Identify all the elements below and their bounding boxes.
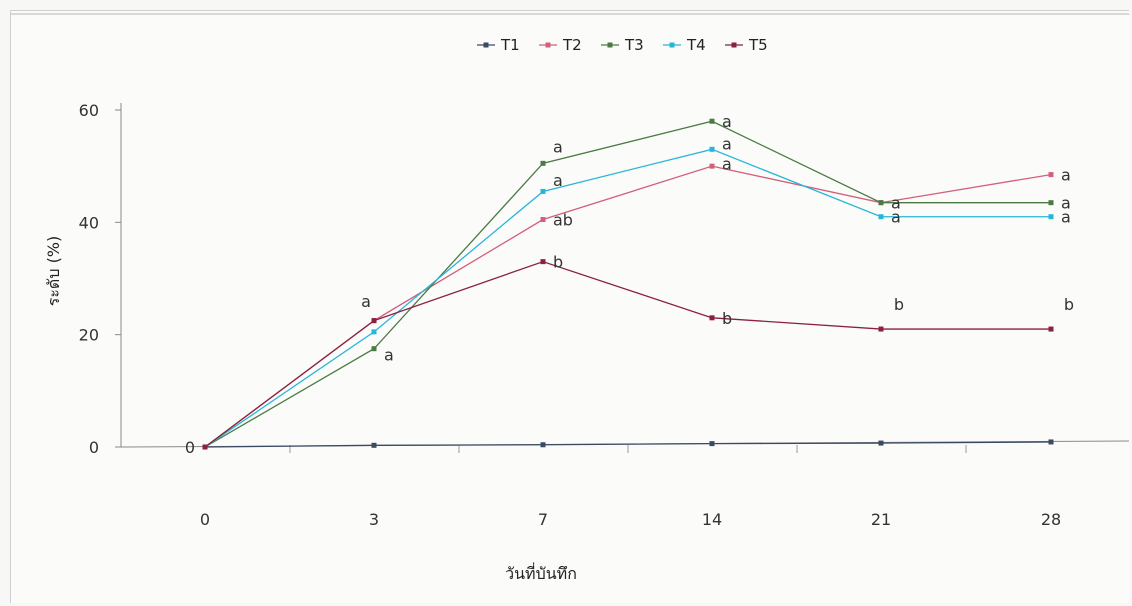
series-layer xyxy=(202,118,1054,450)
point-t3-28 xyxy=(1048,200,1054,206)
y-tick-label-0: 0 xyxy=(89,438,99,457)
legend-marker-t5 xyxy=(731,42,737,48)
point-t4-21 xyxy=(878,214,884,220)
y-tick-label-20: 20 xyxy=(79,326,99,345)
legend-label-t1: T1 xyxy=(500,36,520,54)
legend-marker-t1 xyxy=(483,42,489,48)
point-t1-7 xyxy=(540,442,546,448)
x-tick-label-21: 21 xyxy=(871,510,891,529)
point-t3-21 xyxy=(878,200,884,206)
legend-label-t5: T5 xyxy=(748,36,768,54)
sig-label-3-2: a xyxy=(384,345,394,364)
legend-marker-t2 xyxy=(545,42,551,48)
point-t4-3 xyxy=(371,329,377,335)
sig-label-14-8: a xyxy=(722,135,732,154)
point-t1-3 xyxy=(371,442,377,448)
x-tick-label-28: 28 xyxy=(1041,510,1061,529)
sig-label-14-10: b xyxy=(722,309,732,328)
point-t4-7 xyxy=(540,188,546,194)
sig-label-14-7: a xyxy=(722,112,732,131)
legend: T1 T2 T3 T4 T5 xyxy=(477,36,768,54)
point-t1-14 xyxy=(709,441,715,447)
x-tick-label-3: 3 xyxy=(369,510,379,529)
sig-label-21-13: b xyxy=(894,295,904,314)
point-t5-14 xyxy=(709,315,715,321)
point-t1-28 xyxy=(1048,439,1054,445)
point-t1-21 xyxy=(878,440,884,446)
series-t3 xyxy=(202,118,1054,450)
legend-label-t2: T2 xyxy=(562,36,582,54)
sig-label-7-6: b xyxy=(553,253,563,272)
point-t5-0 xyxy=(202,444,208,450)
sig-label-21-12: a xyxy=(891,208,901,227)
point-t3-7 xyxy=(540,160,546,166)
point-t3-3 xyxy=(371,346,377,352)
sig-label-14-9: a xyxy=(722,154,732,173)
sig-label-21-11: a xyxy=(891,194,901,213)
sig-label-0-0: 0 xyxy=(185,438,195,457)
sig-label-28-17: b xyxy=(1064,295,1074,314)
sig-label-7-4: a xyxy=(553,171,563,190)
point-t5-21 xyxy=(878,326,884,332)
axes: 0 20 40 60 0 3 7 14 21 28 xyxy=(11,13,1129,529)
y-tick-label-40: 40 xyxy=(79,213,99,232)
sig-label-28-15: a xyxy=(1061,194,1071,213)
point-t5-3 xyxy=(371,318,377,324)
series-t5 xyxy=(202,259,1054,450)
point-t5-7 xyxy=(540,259,546,265)
series-line-t2 xyxy=(204,165,1052,448)
legend-marker-t4 xyxy=(669,42,675,48)
legend-label-t4: T4 xyxy=(686,36,706,54)
y-tick-label-60: 60 xyxy=(79,101,99,120)
point-t3-14 xyxy=(709,118,715,124)
point-t4-14 xyxy=(709,146,715,152)
x-axis-title: วันที่บันทึก xyxy=(505,562,577,583)
x-tick-label-14: 14 xyxy=(702,510,722,529)
y-axis-title: ระดับ (%) xyxy=(44,236,63,307)
legend-label-t3: T3 xyxy=(624,36,644,54)
series-line-t4 xyxy=(204,148,1051,448)
sig-label-7-3: a xyxy=(553,138,563,157)
point-t4-28 xyxy=(1048,214,1054,220)
sig-label-28-16: a xyxy=(1061,208,1071,227)
sig-label-7-5: ab xyxy=(553,211,573,230)
point-t2-28 xyxy=(1048,172,1054,178)
point-t2-7 xyxy=(540,217,546,223)
chart-frame: 0 20 40 60 0 3 7 14 21 28 0 a a a a ab b a a a b a a b a a a b T1 T… xyxy=(10,10,1129,603)
x-tick-label-7: 7 xyxy=(538,510,548,529)
series-t2 xyxy=(202,163,1054,450)
series-line-t3 xyxy=(204,120,1051,448)
sig-label-3-1: a xyxy=(361,292,371,311)
series-line-t1 xyxy=(204,441,1052,448)
x-tick-label-0: 0 xyxy=(200,510,210,529)
point-t2-14 xyxy=(709,163,715,169)
legend-marker-t3 xyxy=(607,42,613,48)
series-line-t5 xyxy=(204,260,1051,448)
point-t5-28 xyxy=(1048,326,1054,332)
sig-label-28-14: a xyxy=(1061,166,1071,185)
